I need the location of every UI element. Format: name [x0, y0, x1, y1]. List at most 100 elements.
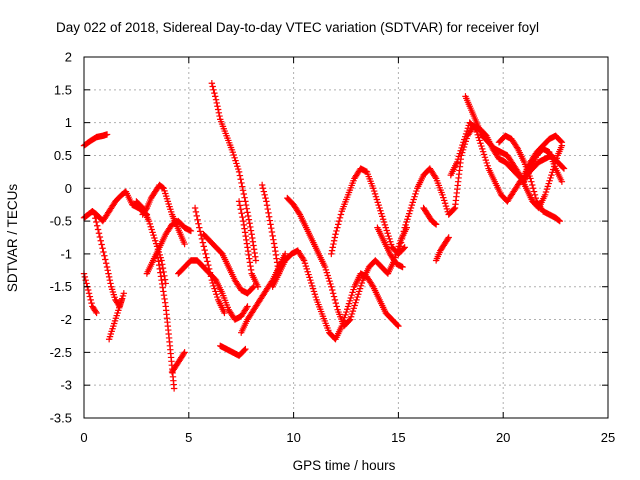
data-point [84, 286, 92, 294]
data-point [240, 190, 248, 198]
data-point [480, 151, 488, 158]
data-point [375, 201, 382, 209]
data-point [270, 236, 277, 243]
data-marks [80, 80, 568, 392]
data-point [387, 238, 394, 245]
data-point [440, 194, 447, 201]
data-point [459, 141, 466, 149]
data-point [464, 125, 472, 132]
data-point [196, 224, 203, 231]
data-point [529, 181, 536, 189]
data-point [395, 322, 402, 330]
series-track-19 [269, 247, 402, 343]
grid [84, 57, 608, 418]
data-point [394, 321, 401, 329]
data-point [382, 224, 390, 231]
data-point [263, 202, 271, 209]
series-track-18 [258, 181, 283, 277]
data-point [450, 205, 458, 213]
data-point [543, 186, 551, 193]
data-point [88, 299, 95, 307]
x-tick-labels: 0 5 10 15 20 25 [80, 430, 615, 445]
data-point [245, 216, 253, 223]
data-point [411, 193, 418, 200]
data-point [237, 206, 244, 213]
data-point [432, 221, 440, 228]
data-point [408, 201, 416, 209]
data-point [370, 185, 377, 192]
data-point [532, 194, 540, 202]
data-point [105, 273, 113, 281]
data-point [443, 205, 451, 213]
data-point [311, 291, 319, 298]
data-point [405, 213, 412, 220]
data-point [262, 194, 269, 202]
data-point [193, 212, 200, 220]
data-point [398, 235, 406, 243]
data-point [513, 144, 521, 151]
data-point [348, 310, 356, 318]
series-track-5 [105, 296, 125, 343]
data-point [261, 191, 268, 199]
data-point [374, 199, 381, 206]
data-point [242, 198, 249, 205]
data-point [379, 216, 387, 223]
data-point [555, 217, 563, 224]
data-point [95, 230, 103, 237]
data-point [413, 187, 420, 195]
data-point [81, 273, 89, 281]
data-point [212, 93, 219, 100]
data-point [244, 212, 252, 220]
data-point [100, 248, 107, 256]
data-point [312, 293, 319, 301]
y-tick-label: -1 [60, 246, 72, 261]
data-point [210, 86, 217, 94]
data-point [212, 288, 219, 295]
data-point [208, 276, 216, 284]
data-point [216, 112, 223, 120]
data-point [258, 181, 266, 189]
series-track-14 [217, 342, 249, 359]
data-point [550, 163, 558, 170]
data-point [221, 309, 228, 317]
data-point [332, 299, 340, 307]
data-point [146, 220, 154, 228]
data-point [308, 279, 315, 287]
data-point [355, 288, 363, 295]
data-point [254, 283, 262, 290]
y-tick-labels: 2 1.5 1 0.5 0 -0.5 -1 -1.5 -2 -2.5 -3 -3.5 [50, 50, 72, 426]
data-point [106, 276, 114, 284]
data-point [213, 291, 220, 298]
data-point [333, 303, 340, 310]
data-point [196, 228, 204, 235]
data-point [559, 164, 567, 171]
data-point [235, 168, 243, 176]
data-point [399, 231, 407, 239]
data-point [349, 289, 356, 296]
series-track-12 [191, 204, 228, 317]
data-point [241, 346, 248, 354]
data-point [160, 268, 167, 276]
data-point [541, 191, 549, 199]
y-tick-label: 2 [65, 50, 72, 65]
data-point [329, 286, 336, 294]
data-point [208, 80, 216, 87]
data-point [259, 185, 267, 192]
y-tick-label: -1.5 [50, 279, 72, 294]
data-point [214, 106, 222, 113]
data-point [453, 158, 461, 166]
chart-title: Day 022 of 2018, Sidereal Day-to-day VTE… [56, 20, 539, 35]
data-point [265, 213, 273, 220]
data-point [252, 257, 260, 264]
data-point [442, 202, 450, 210]
data-point [307, 276, 314, 284]
data-point [150, 231, 157, 239]
data-point [348, 291, 355, 299]
data-point [170, 385, 178, 392]
data-point [282, 250, 289, 258]
data-point [463, 127, 471, 135]
data-point [481, 154, 489, 161]
data-point [462, 130, 470, 138]
series-track-11 [175, 257, 251, 323]
data-point [476, 137, 483, 144]
